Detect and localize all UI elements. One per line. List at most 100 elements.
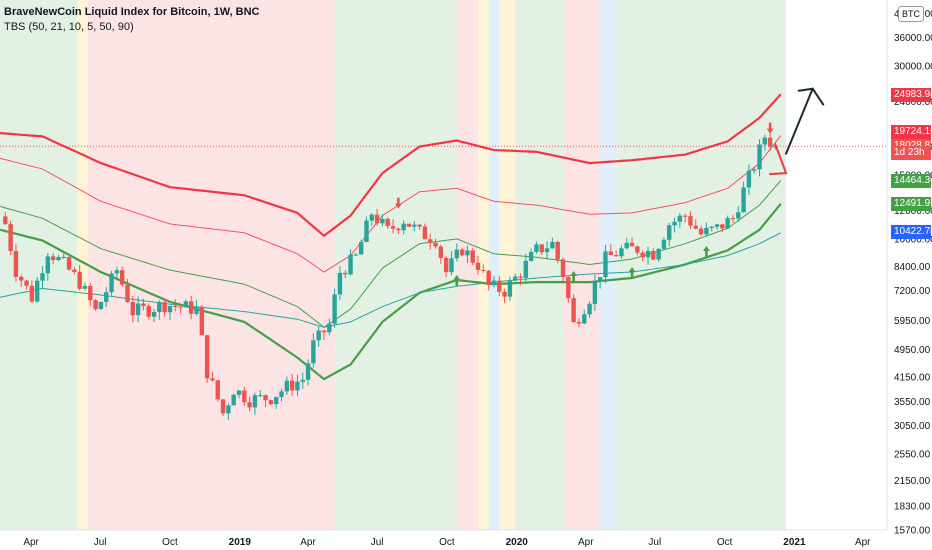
price-tick-label: 7200.00 (894, 286, 931, 297)
candle-body (481, 269, 486, 271)
candle-body (539, 244, 544, 253)
candle-body (289, 380, 295, 391)
candle-body (93, 300, 98, 310)
candle-body (672, 221, 677, 226)
candle-body (491, 280, 497, 285)
signal-arrows (394, 122, 774, 287)
candle-body (194, 306, 199, 314)
price-tick-label: 5950.00 (894, 316, 931, 327)
candle-body (29, 285, 35, 302)
candle-body (45, 256, 51, 274)
signal-up-arrow (702, 246, 710, 258)
time-axis[interactable]: Apr Jul Oct 2019 Apr Jul Oct 2020 Apr Jul Oct 2021 A… (23, 537, 871, 548)
candle-body (688, 216, 693, 226)
time-tick-label: Oct (162, 537, 178, 548)
candle-body (449, 258, 454, 273)
candle-body (502, 291, 507, 297)
candle-body (173, 305, 178, 307)
candle-body (109, 273, 114, 293)
candle-body (555, 241, 560, 260)
candle-body (157, 302, 162, 313)
zone-band (0, 0, 78, 530)
candle-body (199, 306, 205, 336)
candle-body (523, 260, 529, 278)
time-tick-label: 2021 (783, 537, 806, 548)
currency-badge[interactable]: BTC (898, 6, 924, 22)
candle-body (236, 390, 242, 395)
time-tick-label: Apr (23, 537, 39, 548)
price-axis-bg (887, 0, 932, 550)
price-tag: 1d 23h (891, 145, 931, 160)
candle-body (720, 224, 725, 229)
candle-body (470, 250, 475, 263)
candle-body (135, 303, 141, 316)
candle-body (40, 273, 45, 281)
drawn-arrows (769, 87, 825, 176)
time-tick-label: Apr (578, 537, 594, 548)
price-tag: 14464.39 (891, 173, 931, 188)
candle-body (88, 285, 93, 301)
candle-body (513, 276, 518, 281)
zone-band (563, 0, 601, 530)
candle-body (396, 228, 401, 231)
time-tick-label: Jul (371, 537, 384, 548)
candle-body (757, 144, 762, 170)
zone-band (515, 0, 564, 530)
candle-body (3, 216, 8, 225)
candle-body (162, 302, 167, 313)
candle-body (273, 397, 279, 405)
candle-body (624, 242, 629, 249)
candle-body (592, 281, 598, 304)
candle-body (475, 262, 481, 270)
candle-body (358, 242, 364, 255)
candle-body (741, 187, 746, 213)
price-tick-label: 3050.00 (894, 421, 931, 432)
candle-body (651, 250, 656, 260)
symbol-title[interactable]: BraveNewCoin Liquid Index for Bitcoin, 1… (4, 6, 260, 18)
price-tick-label: 10000.00 (894, 234, 932, 245)
band-outer_upper (0, 93, 782, 237)
zone-band (334, 0, 457, 530)
candle-body (752, 169, 757, 171)
candle-body (560, 259, 566, 278)
signal-down-arrow (766, 122, 774, 134)
candle-body (422, 226, 428, 240)
candle-body (762, 137, 768, 145)
candle-body (714, 224, 720, 227)
candle-body (167, 305, 173, 313)
indicator-label[interactable]: TBS (50, 21, 10, 5, 50, 90) (4, 21, 134, 33)
candle-body (677, 215, 683, 222)
candle-body (305, 363, 311, 380)
time-tick-label: Oct (439, 537, 455, 548)
candle-body (332, 294, 337, 324)
candle-body (268, 400, 274, 405)
candle-body (550, 241, 555, 249)
candle-body (353, 254, 359, 256)
candle-body (767, 137, 773, 147)
price-tick-label: 30000.00 (894, 62, 932, 73)
price-tag: 12491.97 (891, 196, 931, 211)
candle-body (231, 394, 236, 406)
candle-body (34, 280, 40, 302)
annotation-arrow-head (769, 172, 788, 176)
candle-body (210, 378, 215, 381)
signal-down-arrow (394, 197, 402, 209)
price-tick-label: 1830.00 (894, 501, 931, 512)
band-outer_lower (0, 203, 782, 381)
candle-body (465, 250, 470, 256)
time-tick-label: Apr (300, 537, 316, 548)
annotation-arrow-head (811, 87, 825, 106)
candle-body (252, 395, 258, 408)
candle-body (114, 270, 120, 274)
candle-body (247, 402, 252, 408)
candle-body (8, 224, 13, 252)
candle-body (534, 244, 539, 252)
candle-body (385, 218, 390, 227)
chart-legend: BraveNewCoin Liquid Index for Bitcoin, 1… (4, 5, 259, 35)
candle-body (730, 218, 736, 220)
candle-body (82, 285, 88, 289)
candle-body (242, 390, 247, 403)
candle-body (141, 303, 146, 307)
price-tag: 10422.78 (891, 225, 931, 240)
